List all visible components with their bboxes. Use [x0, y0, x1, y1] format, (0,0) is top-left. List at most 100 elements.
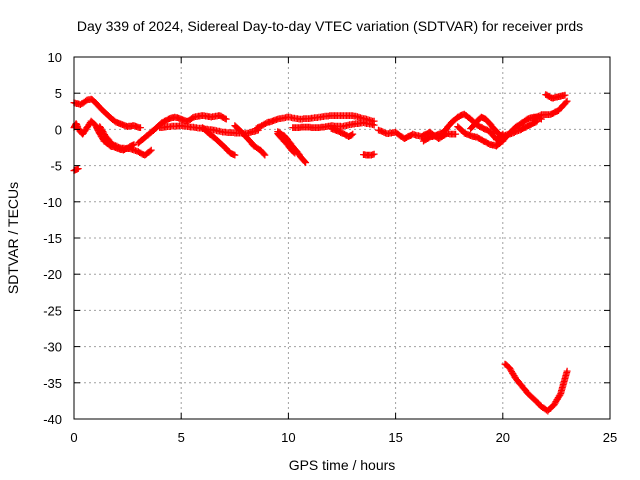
data-point: +	[526, 118, 535, 131]
data-point: +	[529, 111, 538, 124]
data-point: +	[315, 121, 324, 134]
data-point: +	[248, 125, 257, 138]
data-point: +	[224, 144, 233, 157]
data-point: +	[401, 131, 410, 144]
data-point: +	[562, 366, 571, 379]
data-point: +	[491, 132, 500, 145]
data-point: +	[515, 376, 524, 389]
data-point: +	[365, 149, 374, 162]
data-point: +	[428, 130, 437, 143]
data-point: +	[288, 140, 297, 153]
data-point: +	[219, 126, 228, 139]
data-point: +	[208, 110, 217, 123]
data-point: +	[357, 116, 366, 129]
data-point: +	[223, 126, 232, 139]
data-point: +	[547, 108, 556, 121]
data-point: +	[531, 111, 540, 124]
data-point: +	[102, 136, 111, 149]
data-point: +	[141, 148, 150, 161]
data-point: +	[165, 112, 174, 125]
data-point: +	[297, 151, 306, 164]
data-point: +	[88, 116, 97, 129]
data-point: +	[466, 129, 475, 142]
data-point: +	[296, 150, 305, 163]
data-point: +	[334, 109, 343, 122]
data-point: +	[253, 121, 262, 134]
data-point: +	[532, 115, 541, 128]
data-point: +	[452, 111, 461, 124]
data-point: +	[527, 391, 536, 404]
data-point: +	[363, 117, 372, 130]
data-point: +	[102, 132, 111, 145]
data-point: +	[461, 127, 470, 140]
data-point: +	[328, 122, 337, 135]
data-point: +	[350, 117, 359, 130]
data-point: +	[453, 120, 462, 133]
data-point: +	[545, 402, 554, 415]
data-point: +	[259, 148, 268, 161]
data-point: +	[230, 126, 239, 139]
data-point: +	[292, 144, 301, 157]
data-point: +	[281, 131, 290, 144]
data-point: +	[113, 116, 122, 129]
data-point: +	[286, 142, 295, 155]
data-point: +	[384, 127, 393, 140]
data-point: +	[344, 130, 353, 143]
data-point: +	[498, 134, 507, 147]
data-point: +	[174, 112, 183, 125]
data-point: +	[340, 119, 349, 132]
data-point: +	[147, 144, 156, 157]
data-point: +	[548, 92, 557, 105]
data-point: +	[120, 143, 129, 156]
data-point: +	[209, 130, 218, 143]
data-point: +	[469, 115, 478, 128]
data-point: +	[310, 121, 319, 134]
data-point: +	[526, 111, 535, 124]
data-point: +	[472, 115, 481, 128]
data-point: +	[529, 392, 538, 405]
data-point: +	[554, 391, 563, 404]
data-point: +	[502, 128, 511, 141]
axis-ticks	[73, 56, 611, 420]
data-point: +	[244, 133, 253, 146]
data-point: +	[552, 394, 561, 407]
data-point: +	[449, 114, 458, 127]
data-point: +	[189, 121, 198, 134]
data-point: +	[345, 118, 354, 131]
data-point: +	[431, 130, 440, 143]
data-point: +	[438, 126, 447, 139]
data-point: +	[79, 126, 88, 139]
data-point: +	[236, 127, 245, 140]
data-point: +	[134, 136, 143, 149]
data-point: +	[72, 117, 81, 130]
data-point: +	[474, 114, 483, 127]
data-point: +	[241, 127, 250, 140]
data-point: +	[412, 129, 421, 142]
data-point: +	[511, 121, 520, 134]
data-point: +	[524, 119, 533, 132]
data-point: +	[538, 108, 547, 121]
x-tick-label: 0	[70, 430, 77, 445]
data-point: +	[524, 388, 533, 401]
data-point: +	[158, 121, 167, 134]
data-point: +	[535, 398, 544, 411]
data-point: +	[96, 102, 105, 115]
data-point: +	[144, 145, 153, 158]
data-point: +	[85, 117, 94, 130]
data-point: +	[114, 142, 123, 155]
y-tick-label: -30	[43, 340, 62, 355]
data-point: +	[359, 148, 368, 161]
data-point: +	[122, 142, 131, 155]
series-track-l: ++++++++++++++++++	[327, 122, 358, 143]
series-track-c: ++++++++++++++++++++++++++++++++++++++++…	[95, 120, 156, 162]
data-point: +	[520, 383, 529, 396]
data-point: +	[347, 118, 356, 131]
data-point: +	[517, 116, 526, 129]
data-point: +	[232, 126, 241, 139]
data-point: +	[268, 114, 277, 127]
data-point: +	[258, 146, 267, 159]
data-point: +	[154, 119, 163, 132]
data-point: +	[101, 129, 110, 142]
data-point: +	[193, 121, 202, 134]
data-point: +	[216, 110, 225, 123]
